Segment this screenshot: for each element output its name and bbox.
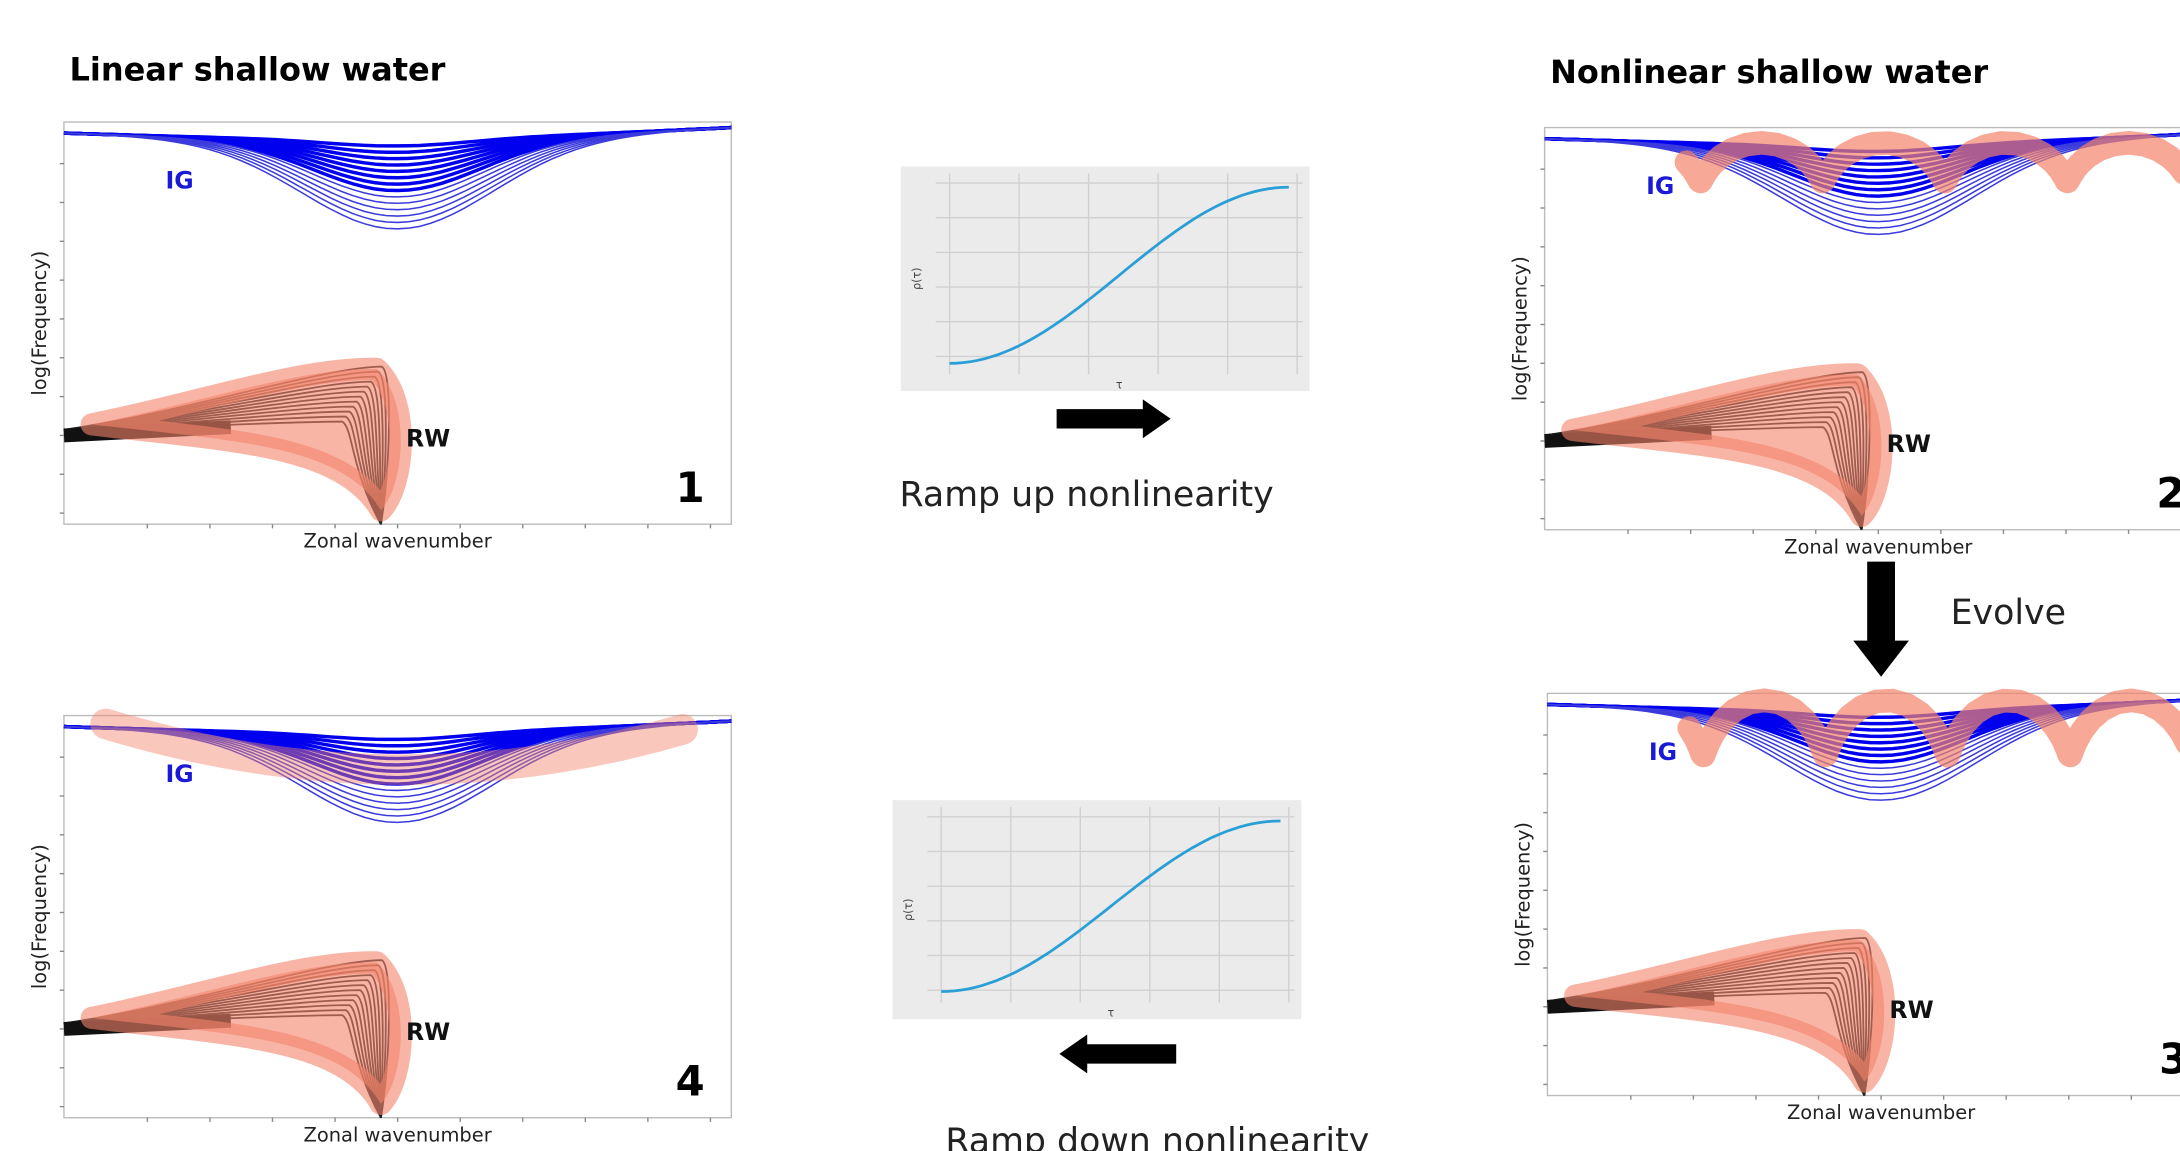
rw-highlight — [1561, 363, 1893, 527]
y-axis-label: log(Frequency) — [28, 251, 51, 396]
ramp-y-label: ρ(τ) — [902, 899, 915, 921]
plot-frame — [63, 714, 732, 1119]
ig-curve — [63, 126, 732, 217]
y-axis-label: log(Frequency) — [1509, 256, 1532, 401]
rw-label: RW — [1889, 996, 1933, 1024]
y-axis-label: log(Frequency) — [1511, 822, 1534, 967]
panel-number: 4 — [676, 1057, 705, 1106]
rw-label: RW — [406, 1018, 450, 1046]
rw-label: RW — [1887, 430, 1931, 458]
ramp-curve — [941, 819, 1281, 993]
x-axis-label: Zonal wavenumber — [1787, 1101, 1975, 1124]
panel-number: 1 — [676, 463, 705, 512]
rw-highlight — [1564, 929, 1896, 1093]
ig-curve — [63, 720, 732, 811]
ig-curve — [63, 720, 732, 824]
ramp-plot-bg — [900, 166, 1310, 392]
evolve-arrow — [1853, 561, 1909, 677]
transition-label: Ramp down nonlinearity — [945, 1121, 1369, 1151]
panel-title: Nonlinear shallow water — [1550, 53, 1988, 91]
ig-curve — [63, 720, 732, 817]
ramp-x-label: τ — [1116, 378, 1123, 391]
ramp-x-label: τ — [1108, 1006, 1115, 1019]
y-axis-label: log(Frequency) — [28, 844, 51, 989]
panel-number: 2 — [2156, 469, 2180, 518]
ramp-curve — [949, 185, 1289, 365]
transition-label: Ramp up nonlinearity — [900, 475, 1274, 515]
ig-label: IG — [165, 167, 193, 195]
ig-highlight — [1674, 131, 2180, 194]
rw-highlight — [80, 357, 412, 522]
arrow — [1056, 399, 1171, 439]
x-axis-label: Zonal wavenumber — [304, 530, 492, 553]
arrow — [1059, 1034, 1177, 1074]
ig-curve — [63, 126, 732, 224]
ig-label: IG — [1649, 738, 1677, 766]
ig-label: IG — [1646, 172, 1674, 200]
ig-label: IG — [165, 760, 193, 788]
rw-label: RW — [406, 425, 450, 453]
ig-curve — [63, 126, 732, 230]
ig-highlight — [90, 708, 698, 785]
ramp-y-label: ρ(τ) — [910, 268, 923, 290]
rw-highlight — [80, 951, 412, 1115]
ramp-plot-bg — [892, 800, 1302, 1020]
panel-number: 3 — [2159, 1034, 2180, 1083]
x-axis-label: Zonal wavenumber — [304, 1123, 492, 1146]
evolve-label: Evolve — [1951, 593, 2066, 633]
panel-title: Linear shallow water — [70, 50, 446, 88]
x-axis-label: Zonal wavenumber — [1784, 535, 1972, 558]
ig-highlight — [1677, 688, 2180, 768]
